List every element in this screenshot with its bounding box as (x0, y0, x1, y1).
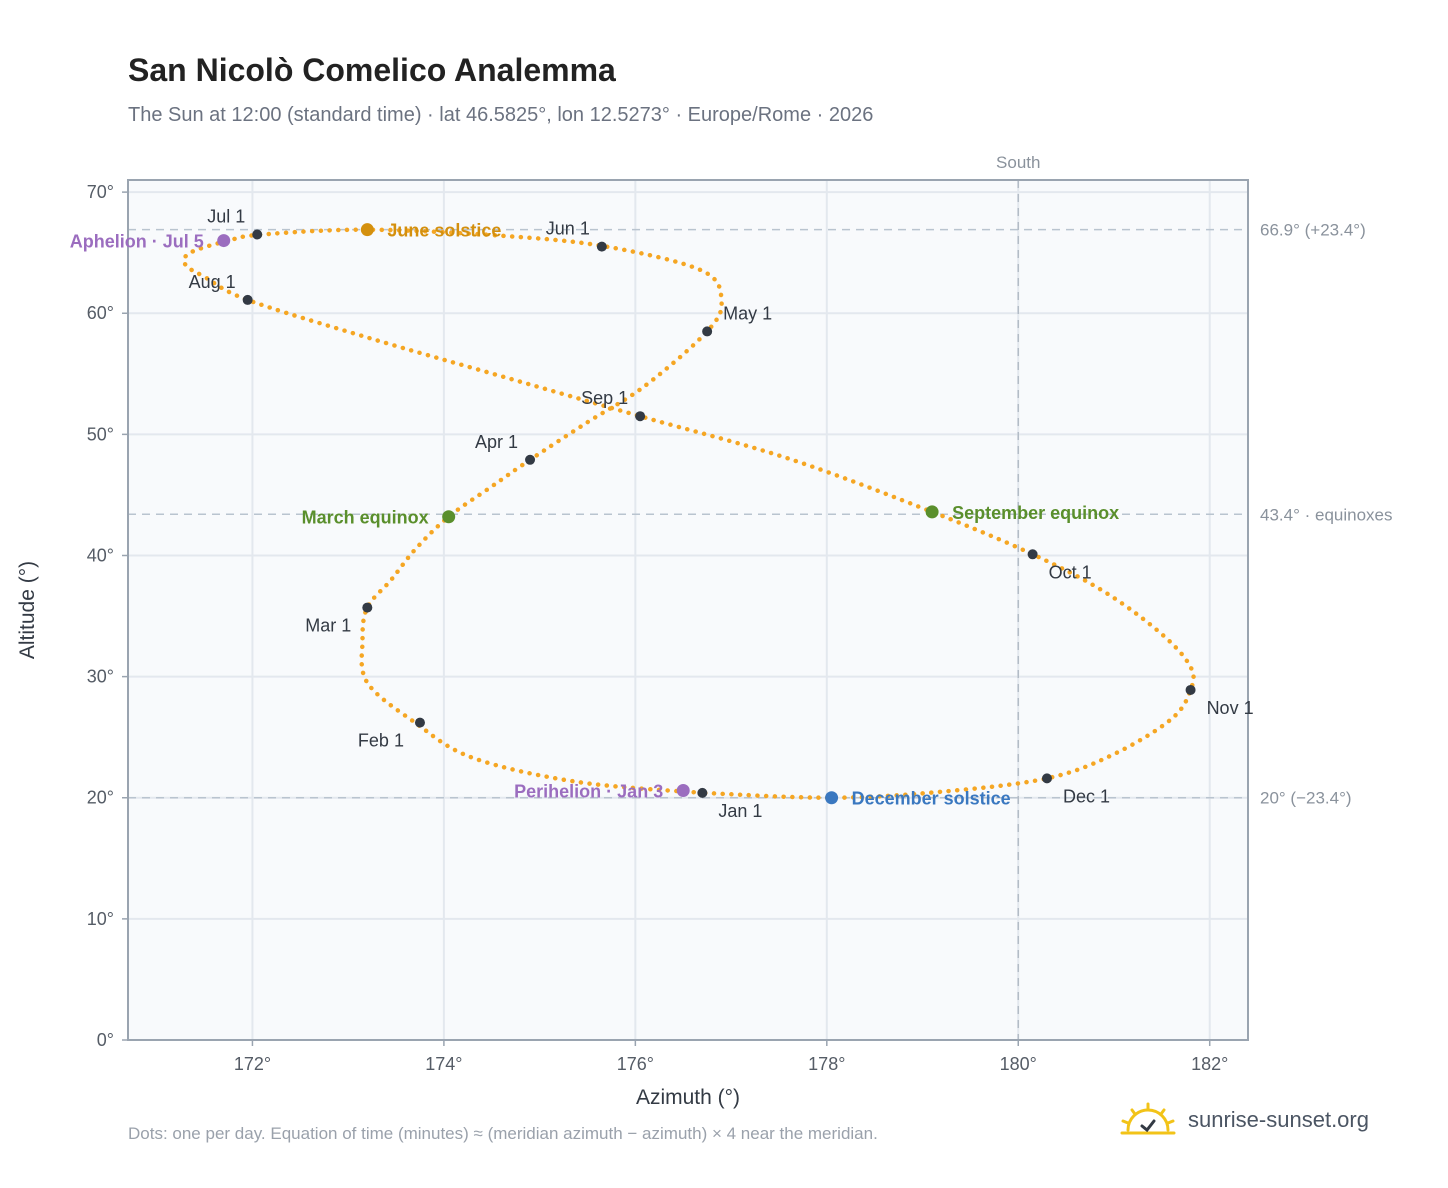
plot-frame (127, 179, 1249, 1041)
analemma-daily-dots (181, 227, 1196, 800)
month-marker (362, 602, 373, 613)
chart-subtitle: The Sun at 12:00 (standard time) · lat 4… (128, 104, 874, 126)
brand[interactable]: sunrise-sunset.org (1120, 1102, 1369, 1138)
plot-area (128, 180, 1248, 1040)
south-label: South (996, 153, 1040, 172)
x-tick-label: 172° (234, 1054, 271, 1074)
month-marker (1041, 773, 1052, 784)
event-marker (676, 783, 690, 797)
event-marker (217, 234, 231, 248)
event-label: March equinox (302, 508, 429, 528)
y-tick-label: 30° (87, 667, 114, 687)
footnote: Dots: one per day. Equation of time (min… (128, 1124, 878, 1143)
y-tick-label: 0° (97, 1030, 114, 1050)
y-tick-label: 50° (87, 424, 114, 444)
month-label: Aug 1 (189, 272, 236, 292)
month-marker (1185, 684, 1196, 695)
x-tick-label: 182° (1191, 1054, 1228, 1074)
x-tick-label: 178° (808, 1054, 845, 1074)
month-label: Jul 1 (207, 207, 245, 227)
reference-line-label: 20° (−23.4°) (1260, 789, 1352, 808)
month-marker (252, 229, 263, 240)
event-marker (442, 510, 456, 524)
y-tick-label: 60° (87, 303, 114, 323)
x-tick-label: 176° (617, 1054, 654, 1074)
y-axis-title: Altitude (°) (16, 561, 39, 659)
event-label: December solstice (852, 789, 1011, 809)
month-label: Oct 1 (1049, 562, 1092, 582)
month-marker (635, 411, 646, 422)
month-label: Apr 1 (475, 432, 518, 452)
month-label: Dec 1 (1063, 786, 1110, 806)
month-marker (414, 717, 425, 728)
month-marker (596, 241, 607, 252)
x-tick-label: 174° (425, 1054, 462, 1074)
month-label: Jan 1 (718, 801, 762, 821)
month-label: Feb 1 (358, 731, 404, 751)
month-label: Nov 1 (1207, 698, 1254, 718)
event-label: September equinox (952, 503, 1119, 523)
y-tick-label: 70° (87, 182, 114, 202)
y-tick-label: 40° (87, 545, 114, 565)
event-marker (360, 223, 374, 237)
month-label: May 1 (723, 303, 772, 323)
month-marker (702, 326, 713, 337)
brand-name: sunrise-sunset.org (1188, 1107, 1369, 1132)
event-marker (925, 505, 939, 519)
y-tick-label: 20° (87, 788, 114, 808)
month-marker (242, 294, 253, 305)
month-marker (697, 787, 708, 798)
y-tick-label: 10° (87, 909, 114, 929)
reference-line-label: 43.4° · equinoxes (1260, 505, 1393, 524)
reference-line-label: 66.9° (+23.4°) (1260, 221, 1366, 240)
x-tick-label: 180° (1000, 1054, 1037, 1074)
month-label: Sep 1 (581, 388, 628, 408)
sun-logo-icon (1120, 1102, 1176, 1135)
month-marker (525, 454, 536, 465)
event-label: Perihelion · Jan 3 (514, 781, 663, 801)
month-marker (1027, 549, 1038, 560)
month-label: Mar 1 (305, 616, 351, 636)
chart-title: San Nicolò Comelico Analemma (128, 52, 616, 88)
event-label: Aphelion · Jul 5 (70, 232, 204, 252)
event-label: June solstice (387, 221, 501, 241)
event-marker (825, 791, 839, 805)
x-axis-title: Azimuth (°) (636, 1086, 740, 1109)
month-label: Jun 1 (546, 219, 590, 239)
